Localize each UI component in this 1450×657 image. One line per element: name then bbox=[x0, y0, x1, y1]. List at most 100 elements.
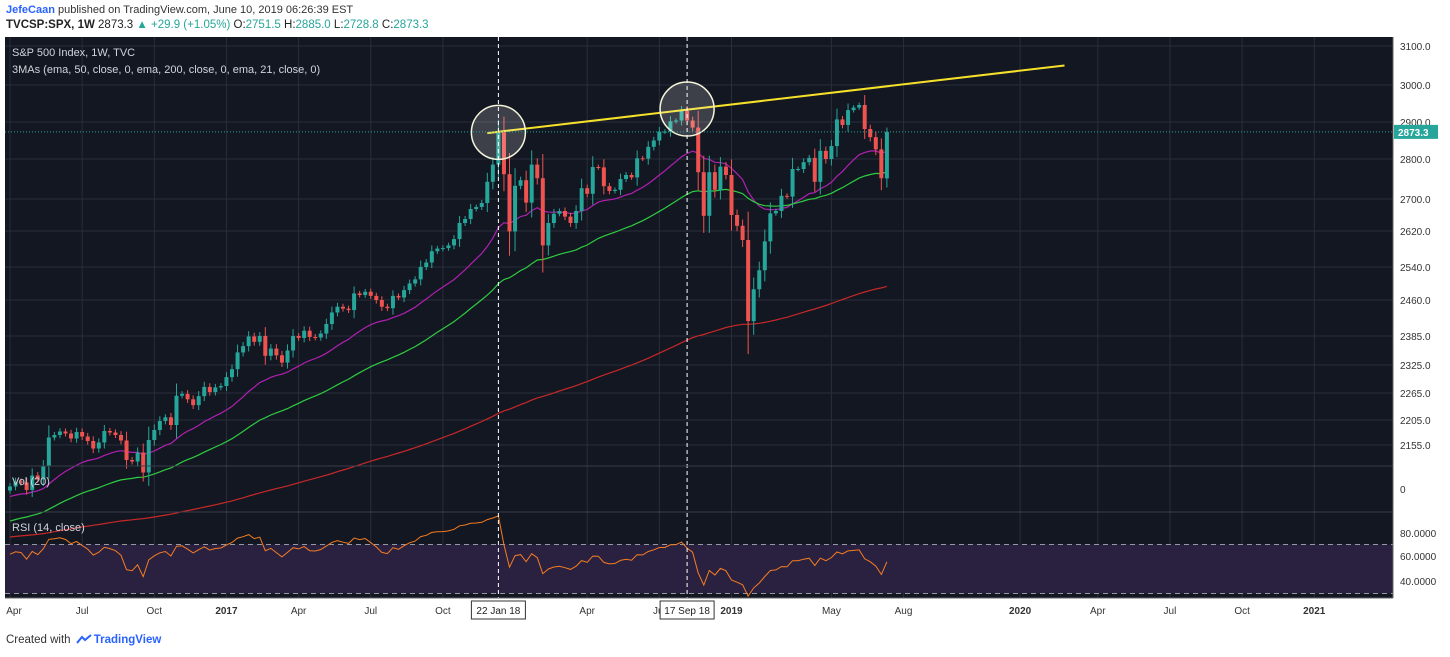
candle-body bbox=[19, 481, 24, 483]
rsi-line bbox=[9, 515, 888, 598]
candle-body bbox=[52, 435, 57, 438]
candle-body bbox=[180, 393, 185, 396]
candle-body bbox=[91, 441, 96, 449]
candle-body bbox=[840, 119, 845, 125]
price-tick-label: 2700.0 bbox=[1400, 195, 1431, 206]
candle-body bbox=[157, 421, 162, 430]
candle-body bbox=[124, 440, 129, 460]
candle-body bbox=[296, 336, 301, 338]
candle-body bbox=[452, 239, 456, 246]
candle-body bbox=[524, 180, 529, 203]
candle-body bbox=[529, 164, 534, 203]
price-tick-label: 2620.0 bbox=[1400, 227, 1431, 238]
candle-body bbox=[407, 283, 412, 291]
candle-body bbox=[57, 431, 62, 435]
time-tick-label: Oct bbox=[1234, 606, 1250, 617]
candle-body bbox=[751, 289, 756, 322]
candle-body bbox=[80, 432, 85, 437]
author-name[interactable]: JefeCaan bbox=[6, 4, 55, 16]
candle-body bbox=[252, 336, 257, 342]
candle-body bbox=[807, 157, 812, 163]
time-tick-label: Apr bbox=[1090, 606, 1106, 617]
candle-body bbox=[119, 435, 123, 441]
candle-body bbox=[263, 336, 268, 356]
tradingview-brand[interactable]: TradingView bbox=[93, 634, 162, 646]
candle-body bbox=[607, 186, 612, 191]
candle-body bbox=[812, 157, 817, 182]
candle-body bbox=[507, 174, 512, 232]
footer: Created with TradingView bbox=[6, 634, 161, 646]
candle-body bbox=[612, 189, 617, 191]
candle-body bbox=[413, 279, 418, 284]
price-tick-label: 2325.0 bbox=[1400, 361, 1431, 372]
candle-body bbox=[346, 308, 351, 311]
price-tick-label: 2155.0 bbox=[1400, 441, 1431, 452]
candle-body bbox=[513, 185, 518, 232]
publish-info: JefeCaan published on TradingView.com, J… bbox=[6, 4, 353, 16]
candle-body bbox=[191, 399, 196, 406]
marker-date-label: 22 Jan 18 bbox=[476, 606, 520, 617]
candle-body bbox=[196, 396, 201, 406]
time-tick-label: Apr bbox=[291, 606, 307, 617]
candle-body bbox=[402, 290, 407, 298]
rsi-pane bbox=[5, 515, 1393, 598]
candle-body bbox=[341, 306, 345, 309]
price-tick-label: 2385.0 bbox=[1400, 332, 1431, 343]
candle-body bbox=[46, 437, 51, 467]
rsi-label: RSI (14, close) bbox=[12, 522, 85, 534]
candle-body bbox=[585, 188, 590, 194]
last-price: 2873.3 bbox=[98, 19, 134, 31]
candle-body bbox=[651, 140, 656, 147]
annotations bbox=[5, 37, 1393, 598]
candle-body bbox=[313, 336, 318, 338]
symbol-ohlc-line: TVCSP:SPX, 1W 2873.3 ▲ +29.9 (+1.05%) O:… bbox=[6, 19, 429, 31]
marker-date-label: 17 Sep 18 bbox=[664, 606, 710, 617]
moving-averages bbox=[9, 150, 888, 538]
candle-body bbox=[74, 432, 79, 439]
candle-body bbox=[796, 169, 801, 170]
candle-body bbox=[718, 166, 723, 190]
candle-body bbox=[379, 300, 384, 307]
candle-body bbox=[563, 211, 567, 217]
candle-body bbox=[518, 180, 523, 186]
candle-body bbox=[163, 417, 168, 421]
candle-body bbox=[213, 387, 218, 393]
close-value: 2873.3 bbox=[393, 19, 429, 31]
candle-body bbox=[218, 386, 223, 388]
candle-body bbox=[85, 436, 90, 441]
ema-200-line bbox=[9, 285, 888, 538]
candle-body bbox=[574, 211, 579, 223]
low-value: 2728.8 bbox=[343, 19, 379, 31]
candle-body bbox=[8, 486, 12, 491]
candle-body bbox=[41, 466, 46, 480]
marker-date-box bbox=[470, 600, 526, 620]
candle-body bbox=[185, 393, 190, 400]
candle-body bbox=[579, 188, 584, 211]
candle-body bbox=[385, 306, 390, 309]
candle-body bbox=[474, 207, 479, 209]
candle-body bbox=[396, 295, 401, 298]
candle-body bbox=[35, 475, 40, 480]
time-tick-label: Jul bbox=[364, 606, 377, 617]
candle-body bbox=[446, 245, 451, 249]
price-tick-label: 2460.0 bbox=[1400, 296, 1431, 307]
candle-body bbox=[390, 295, 395, 309]
candle-body bbox=[535, 164, 540, 179]
candle-body bbox=[440, 248, 445, 250]
candle-body bbox=[668, 121, 673, 132]
candle-body bbox=[268, 348, 273, 356]
candle-body bbox=[63, 431, 68, 434]
indicator-label: 3MAs (ema, 50, close, 0, ema, 200, close… bbox=[12, 64, 320, 76]
last-price-tag-label: 2873.3 bbox=[1398, 128, 1429, 139]
candle-body bbox=[690, 120, 695, 128]
candle-body bbox=[857, 104, 862, 108]
time-tick-label: May bbox=[822, 606, 841, 617]
candle-body bbox=[457, 223, 462, 240]
candle-body bbox=[829, 146, 834, 159]
time-tick-label: 2021 bbox=[1303, 606, 1326, 617]
candle-body bbox=[291, 336, 296, 351]
candle-body bbox=[30, 475, 35, 490]
time-tick-label: Oct bbox=[435, 606, 451, 617]
published-text: published on TradingView.com, June 10, 2… bbox=[57, 4, 354, 16]
